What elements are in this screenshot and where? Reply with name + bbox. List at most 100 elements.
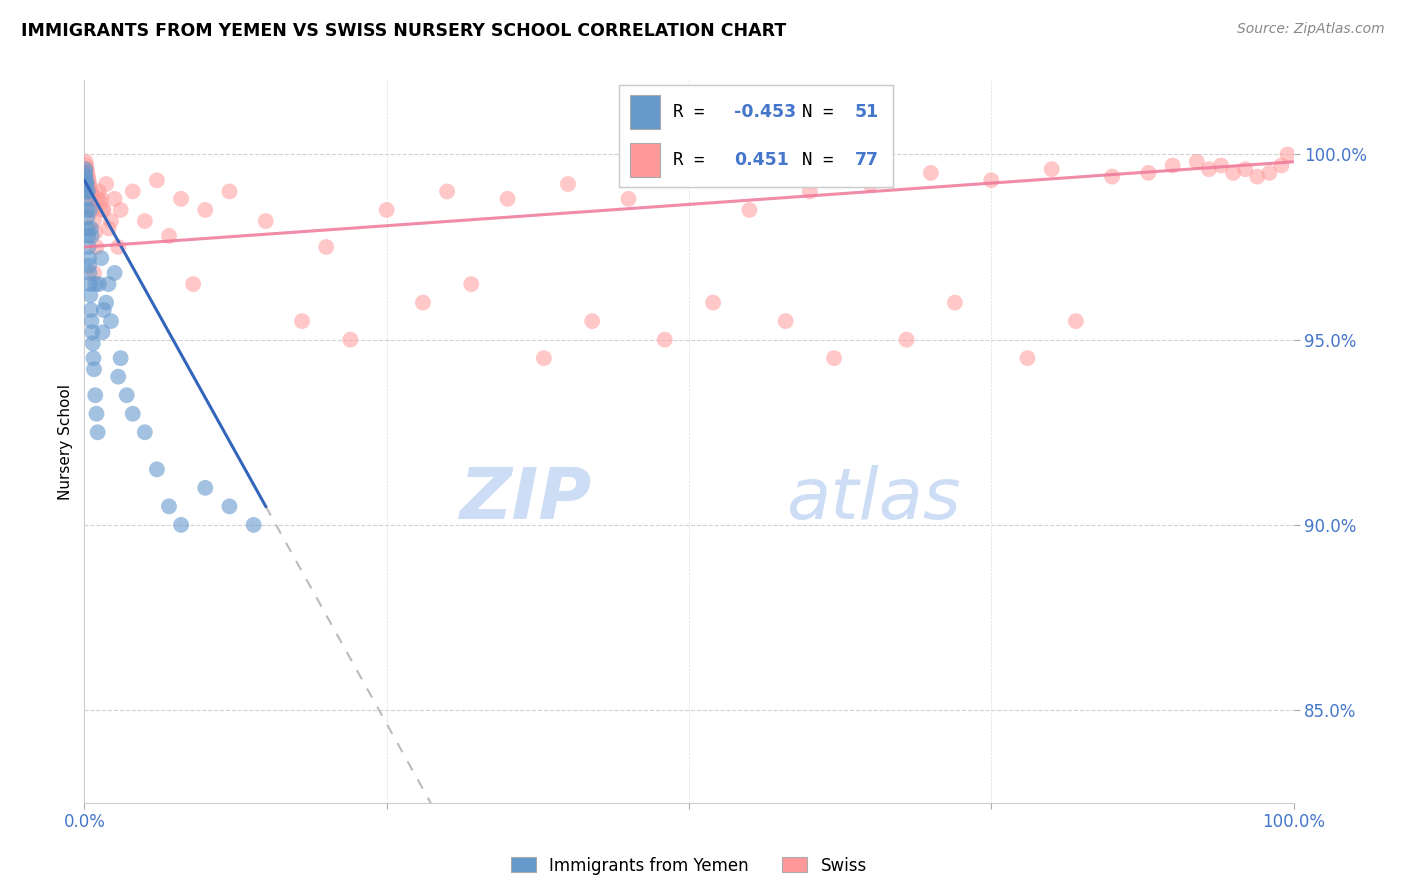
Point bbox=[100, 214, 122, 228]
Point bbox=[581, 314, 603, 328]
Text: 51: 51 bbox=[855, 103, 879, 121]
Point bbox=[76, 211, 98, 225]
Point bbox=[86, 425, 108, 440]
Point bbox=[121, 185, 143, 199]
Point bbox=[80, 228, 103, 243]
Point bbox=[86, 192, 108, 206]
Point bbox=[77, 259, 100, 273]
Point bbox=[104, 192, 127, 206]
Point bbox=[97, 221, 120, 235]
Point bbox=[315, 240, 337, 254]
Point bbox=[146, 462, 169, 476]
Point bbox=[496, 192, 519, 206]
Point bbox=[84, 277, 107, 291]
Legend: Immigrants from Yemen, Swiss: Immigrants from Yemen, Swiss bbox=[505, 850, 873, 881]
Point bbox=[80, 185, 103, 199]
Point bbox=[181, 277, 204, 291]
Point bbox=[1017, 351, 1039, 366]
Point bbox=[557, 177, 579, 191]
Point bbox=[194, 202, 217, 217]
Point bbox=[134, 214, 156, 228]
Point bbox=[91, 202, 114, 217]
Point bbox=[107, 240, 129, 254]
Point bbox=[1277, 147, 1299, 161]
Point bbox=[89, 195, 111, 210]
Text: R =: R = bbox=[673, 103, 716, 121]
Point bbox=[678, 166, 700, 180]
Text: ZIP: ZIP bbox=[460, 465, 592, 533]
Point bbox=[533, 351, 555, 366]
Point bbox=[1161, 159, 1184, 173]
Point bbox=[654, 333, 676, 347]
Point bbox=[100, 314, 122, 328]
Point bbox=[77, 240, 100, 254]
Point bbox=[1222, 166, 1244, 180]
Point bbox=[617, 192, 640, 206]
Point bbox=[170, 517, 193, 532]
Point bbox=[87, 185, 110, 199]
Point bbox=[460, 277, 482, 291]
Point bbox=[82, 336, 104, 351]
Point bbox=[83, 266, 105, 280]
Point bbox=[79, 180, 101, 194]
Point bbox=[75, 154, 97, 169]
Point bbox=[75, 162, 97, 177]
Point bbox=[799, 185, 821, 199]
Point bbox=[90, 192, 112, 206]
Point bbox=[76, 177, 98, 191]
Text: atlas: atlas bbox=[786, 465, 960, 533]
Text: R =: R = bbox=[673, 151, 725, 169]
Point bbox=[77, 169, 100, 184]
Point bbox=[157, 500, 180, 514]
Point bbox=[1137, 166, 1160, 180]
Text: -0.453: -0.453 bbox=[734, 103, 796, 121]
Point bbox=[97, 277, 120, 291]
Point bbox=[1270, 159, 1292, 173]
Point bbox=[194, 481, 217, 495]
Point bbox=[170, 192, 193, 206]
Point bbox=[82, 351, 104, 366]
Point bbox=[90, 251, 112, 265]
Point bbox=[84, 388, 107, 402]
Point bbox=[86, 407, 108, 421]
Point bbox=[254, 214, 277, 228]
Point bbox=[80, 314, 103, 328]
Point bbox=[76, 162, 98, 177]
Point bbox=[76, 192, 98, 206]
Point bbox=[77, 177, 100, 191]
Point bbox=[76, 221, 98, 235]
Point bbox=[218, 185, 240, 199]
Text: 0.451: 0.451 bbox=[734, 151, 789, 169]
Point bbox=[1101, 169, 1123, 184]
Point bbox=[702, 295, 724, 310]
Point bbox=[110, 351, 132, 366]
FancyBboxPatch shape bbox=[630, 144, 659, 177]
Point bbox=[86, 240, 108, 254]
Point bbox=[80, 192, 103, 206]
Point bbox=[82, 325, 104, 339]
Point bbox=[73, 166, 96, 180]
Point bbox=[920, 166, 942, 180]
Point bbox=[242, 517, 264, 532]
Point bbox=[77, 251, 100, 265]
Point bbox=[79, 288, 101, 302]
Text: N =: N = bbox=[803, 103, 845, 121]
Point bbox=[339, 333, 361, 347]
Point bbox=[775, 314, 797, 328]
Point bbox=[79, 202, 101, 217]
Point bbox=[76, 202, 98, 217]
Point bbox=[87, 277, 110, 291]
Text: Source: ZipAtlas.com: Source: ZipAtlas.com bbox=[1237, 22, 1385, 37]
FancyBboxPatch shape bbox=[630, 95, 659, 128]
Point bbox=[93, 303, 115, 318]
Point bbox=[83, 214, 105, 228]
Point bbox=[859, 177, 882, 191]
Point bbox=[75, 173, 97, 187]
Point bbox=[218, 500, 240, 514]
Point bbox=[291, 314, 314, 328]
Point bbox=[94, 295, 117, 310]
Point bbox=[1185, 154, 1208, 169]
Point bbox=[75, 169, 97, 184]
Point bbox=[110, 202, 132, 217]
Point bbox=[84, 225, 107, 239]
